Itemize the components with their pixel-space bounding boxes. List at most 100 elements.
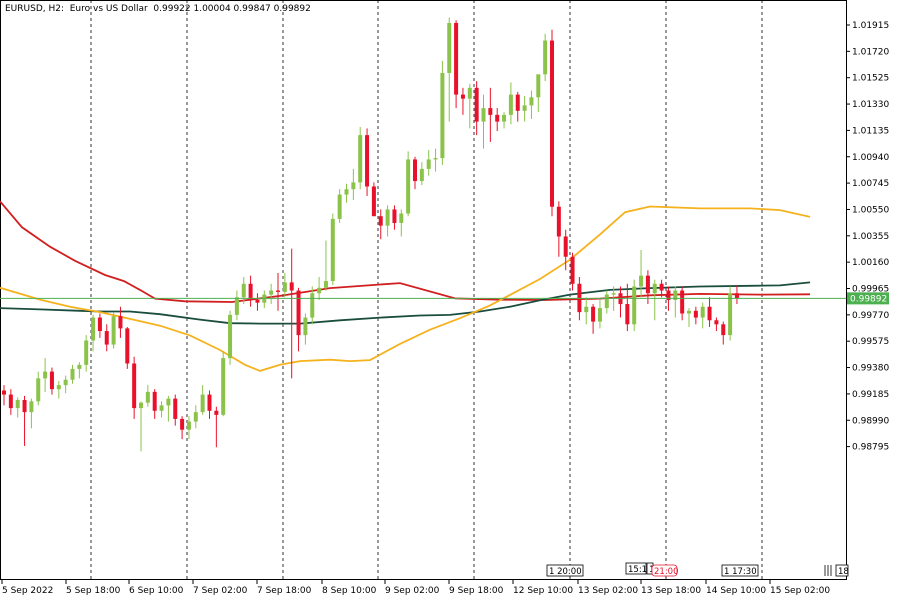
time-tick-label: 13 Sep 02:00	[578, 586, 638, 596]
bullish-candle	[728, 293, 733, 336]
bullish-candle	[351, 182, 356, 190]
bullish-candle	[145, 391, 150, 403]
bearish-candle	[707, 306, 712, 321]
orange-moving-average	[0, 205, 811, 372]
bullish-candle	[543, 40, 548, 75]
bearish-candle	[659, 283, 664, 291]
bullish-candle	[419, 168, 424, 182]
bearish-candle	[556, 206, 561, 237]
time-marker-box	[835, 564, 849, 577]
price-tick-label: 1.00745	[852, 179, 889, 189]
time-tick-label: 8 Sep 10:00	[322, 586, 377, 596]
bullish-candle	[611, 293, 616, 295]
bullish-candle	[43, 371, 48, 379]
time-tick-label: 9 Sep 02:00	[385, 586, 440, 596]
time-marker-label: 15:1	[628, 565, 647, 575]
bullish-candle	[687, 310, 691, 314]
time-tick-label: 15 Sep 02:00	[770, 586, 830, 596]
price-tick-label: 1.00160	[852, 258, 889, 268]
bullish-candle	[282, 282, 287, 292]
bullish-candle	[200, 394, 205, 413]
bearish-candle	[8, 394, 13, 409]
bullish-candle	[193, 412, 198, 422]
bullish-candle	[139, 402, 143, 409]
price-tick-label: 0.99380	[852, 364, 889, 374]
price-tick-label: 0.98990	[852, 416, 889, 426]
bullish-candle	[358, 135, 363, 183]
bearish-candle	[625, 304, 630, 325]
time-tick-label: 14 Sep 10:00	[706, 586, 766, 596]
bearish-candle	[550, 40, 554, 207]
bullish-candle	[269, 290, 274, 295]
bullish-candle	[481, 108, 486, 122]
bearish-candle	[488, 108, 493, 115]
bullish-candle	[36, 378, 41, 402]
bearish-candle	[495, 114, 500, 122]
time-marker-label: 18	[838, 567, 849, 577]
bearish-candle	[714, 320, 719, 325]
bearish-candle	[248, 283, 253, 300]
bullish-candle	[447, 22, 452, 73]
price-tick-label: 1.01330	[852, 100, 889, 110]
bullish-candle	[467, 87, 472, 99]
bearish-candle	[255, 299, 260, 303]
bearish-candle	[460, 94, 465, 99]
price-tick-label: 0.99185	[852, 390, 889, 400]
current-price-tag: 0.99892	[847, 292, 889, 305]
bearish-candle	[49, 371, 54, 390]
bearish-candle	[515, 94, 520, 111]
price-tick-label: 0.99770	[852, 311, 889, 321]
bullish-candle	[639, 275, 644, 287]
bearish-candle	[378, 216, 383, 226]
time-tick-label: 5 Sep 2022	[2, 586, 53, 596]
green-moving-average	[0, 281, 811, 325]
bullish-candle	[399, 213, 404, 223]
price-tick-label: 1.00550	[852, 205, 889, 215]
bullish-candle	[166, 398, 171, 406]
candlesticks	[2, 17, 739, 452]
bullish-candle	[241, 283, 246, 298]
bullish-candle	[330, 218, 335, 282]
bearish-candle	[365, 135, 370, 187]
price-tick-label: 1.00940	[852, 153, 889, 163]
bullish-candle	[536, 74, 541, 98]
time-tick-label: 6 Sep 10:00	[129, 586, 184, 596]
bearish-candle	[454, 22, 459, 95]
bearish-candle	[413, 159, 417, 182]
bullish-candle	[29, 401, 34, 413]
bullish-candle	[15, 399, 20, 409]
time-marker-box	[625, 562, 647, 575]
current-price-tag-bg	[847, 292, 889, 305]
bullish-candle	[440, 72, 445, 159]
price-tick-label: 0.99575	[852, 337, 889, 347]
price-tick-label: 1.01135	[852, 126, 889, 136]
bullish-candle	[337, 194, 342, 219]
price-axis: 1.01915 1.01720 1.01525 1.01330 1.01135 1.009…	[846, 21, 889, 453]
time-tick-label: 9 Sep 18:00	[449, 586, 504, 596]
price-tick-label: 1.00355	[852, 232, 889, 242]
bearish-candle	[214, 410, 219, 415]
time-tick-label: 13 Sep 18:00	[641, 586, 701, 596]
bullish-candle	[700, 306, 705, 318]
bearish-candle	[474, 87, 479, 122]
bearish-candle	[207, 394, 212, 411]
bullish-candle	[673, 290, 678, 300]
bullish-candle	[186, 421, 191, 430]
bullish-candle	[604, 294, 609, 309]
time-tick-label: 5 Sep 18:00	[66, 586, 121, 596]
time-marker-label: 1 20:00	[549, 567, 582, 577]
bearish-candle	[2, 390, 6, 395]
bullish-candle	[56, 385, 61, 390]
bullish-candle	[522, 105, 527, 111]
bearish-candle	[563, 236, 568, 257]
bearish-candle	[276, 290, 280, 292]
bullish-candle	[310, 293, 315, 318]
bearish-candle	[152, 391, 157, 411]
bearish-candle	[721, 324, 726, 336]
bearish-candle	[22, 399, 27, 413]
price-tick-label: 0.98795	[852, 443, 889, 453]
bullish-candle	[385, 209, 390, 226]
bearish-candle	[296, 290, 301, 336]
